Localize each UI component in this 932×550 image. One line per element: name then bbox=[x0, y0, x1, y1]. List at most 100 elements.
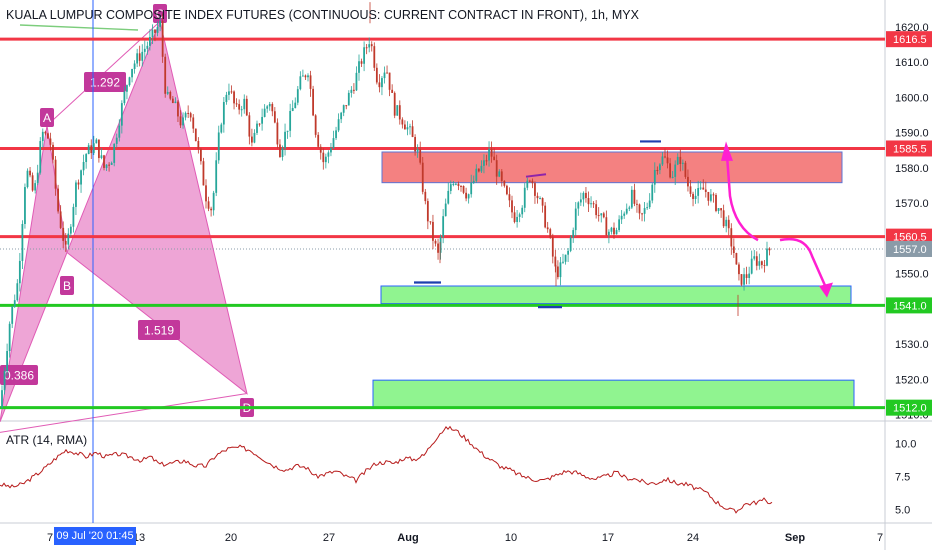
candle bbox=[628, 205, 631, 212]
candle-body bbox=[460, 185, 462, 187]
candle bbox=[253, 129, 256, 144]
candle bbox=[299, 71, 302, 91]
candle bbox=[248, 112, 251, 145]
candle-body bbox=[587, 198, 590, 205]
candle bbox=[179, 110, 182, 128]
pattern-ratio-label: 1.292 bbox=[90, 76, 120, 90]
level-badge-5[interactable]: 1541.0 bbox=[886, 297, 932, 314]
candle bbox=[340, 111, 343, 124]
candle-body bbox=[740, 274, 743, 285]
resistance-zone-1[interactable] bbox=[381, 151, 843, 184]
candle bbox=[202, 157, 205, 186]
candle-body bbox=[138, 53, 141, 61]
candle-body bbox=[437, 243, 439, 253]
candle bbox=[409, 123, 411, 135]
support-zone-2[interactable] bbox=[380, 285, 852, 305]
candle-body bbox=[36, 172, 39, 184]
candle bbox=[67, 228, 70, 250]
candle-body bbox=[220, 124, 223, 133]
projection-arrow-up[interactable] bbox=[725, 155, 759, 242]
candle-body bbox=[720, 208, 722, 211]
candle-body bbox=[103, 155, 105, 168]
candle-body bbox=[266, 106, 269, 109]
candle-body bbox=[194, 128, 197, 141]
candle bbox=[725, 216, 728, 233]
candle-body bbox=[319, 146, 322, 153]
level-badge-1[interactable]: 1616.5 bbox=[886, 31, 932, 48]
candle-body bbox=[184, 112, 187, 118]
candle-body bbox=[610, 227, 613, 232]
candle-body bbox=[166, 91, 169, 94]
candle bbox=[330, 142, 332, 157]
pattern-triangle-xab bbox=[0, 125, 68, 422]
candle-body bbox=[684, 162, 687, 177]
candle bbox=[8, 321, 11, 358]
atr-tick-label: 10.0 bbox=[895, 438, 916, 450]
candle bbox=[498, 169, 501, 178]
candle bbox=[511, 195, 513, 219]
candle bbox=[194, 128, 197, 142]
price-tick-label: 1520.0 bbox=[895, 374, 929, 386]
pattern-ratio-1: 1.292 bbox=[84, 72, 126, 92]
candle-body bbox=[536, 195, 539, 199]
candle-body bbox=[177, 101, 179, 117]
pattern-point-label: C bbox=[156, 7, 165, 21]
candle-body bbox=[388, 72, 391, 90]
candle-body bbox=[238, 104, 241, 110]
support-zone-3[interactable] bbox=[372, 379, 855, 409]
candle bbox=[755, 251, 758, 271]
candle-body bbox=[715, 194, 717, 211]
candle bbox=[243, 94, 246, 114]
candle bbox=[623, 211, 626, 219]
candle bbox=[424, 188, 427, 205]
candle bbox=[648, 193, 651, 210]
level-badge-4[interactable]: 1557.0 bbox=[886, 240, 932, 257]
candle-body bbox=[21, 223, 24, 261]
candle-body bbox=[324, 156, 327, 163]
candle-body bbox=[442, 216, 445, 237]
candle bbox=[87, 143, 90, 155]
candle bbox=[572, 227, 575, 243]
candle bbox=[710, 188, 712, 203]
projection-arrow-down[interactable] bbox=[779, 237, 828, 289]
candle-body bbox=[472, 180, 475, 183]
candle bbox=[697, 180, 700, 204]
level-badge-2[interactable]: 1585.5 bbox=[886, 140, 932, 157]
candle-body bbox=[480, 165, 483, 172]
candle bbox=[592, 201, 595, 208]
candle bbox=[462, 185, 465, 195]
candle bbox=[131, 68, 133, 83]
candle-body bbox=[697, 188, 700, 196]
candle bbox=[82, 154, 85, 176]
candle bbox=[11, 305, 14, 329]
candle bbox=[679, 149, 682, 172]
candle bbox=[200, 147, 202, 165]
candle bbox=[625, 203, 628, 215]
candle-body bbox=[585, 192, 587, 199]
candle-body bbox=[82, 161, 85, 171]
candle-body bbox=[273, 111, 276, 123]
level-badge-box bbox=[886, 31, 932, 48]
level-badge-3[interactable]: 1560.5 bbox=[886, 228, 932, 245]
atr-axis-ticks: 10.0 7.5 5.0 bbox=[895, 438, 916, 516]
candle-body bbox=[335, 130, 337, 139]
candle bbox=[750, 250, 753, 275]
candle-body bbox=[314, 115, 317, 135]
candle bbox=[426, 198, 429, 230]
price-tick-label: 1550.0 bbox=[895, 269, 929, 281]
candle bbox=[115, 133, 118, 148]
candle-body bbox=[725, 219, 728, 227]
candle bbox=[439, 234, 442, 260]
candle bbox=[291, 100, 294, 112]
candle bbox=[393, 91, 396, 119]
candle-body bbox=[113, 143, 116, 163]
candle bbox=[554, 249, 557, 273]
level-badge-6[interactable]: 1512.0 bbox=[886, 399, 932, 416]
candle bbox=[659, 163, 661, 175]
candle bbox=[92, 135, 95, 156]
candle bbox=[120, 100, 123, 134]
candle bbox=[286, 130, 289, 139]
candle bbox=[447, 182, 450, 205]
candle-body bbox=[633, 189, 636, 204]
